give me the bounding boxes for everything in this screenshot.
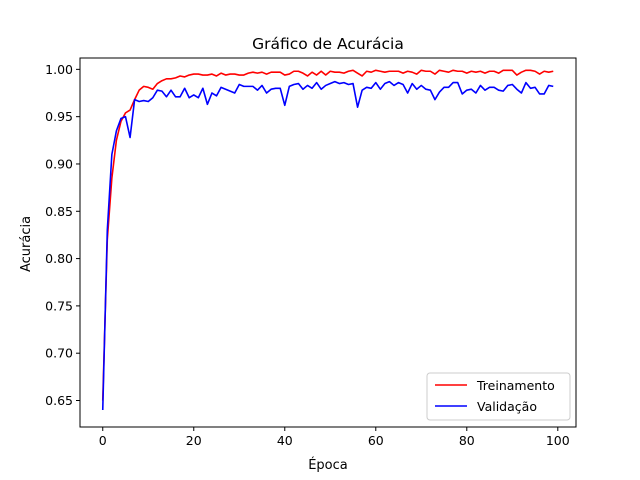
y-axis-label: Acurácia bbox=[19, 216, 34, 272]
x-tick-label: 60 bbox=[368, 433, 384, 448]
x-tick-label: 20 bbox=[186, 433, 202, 448]
legend: Treinamento Validação bbox=[426, 372, 571, 421]
plot-frame bbox=[79, 57, 577, 428]
axes bbox=[79, 57, 577, 428]
x-tick-label: 40 bbox=[277, 433, 293, 448]
y-tick-label: 0.70 bbox=[45, 346, 73, 361]
y-tick-label: 0.80 bbox=[45, 251, 73, 266]
y-tick-label: 0.75 bbox=[45, 298, 73, 313]
x-tick-label: 100 bbox=[546, 433, 570, 448]
y-tick-label: 0.65 bbox=[45, 393, 73, 408]
y-tick-label: 0.85 bbox=[45, 204, 73, 219]
y-tick-label: 0.95 bbox=[45, 109, 73, 124]
x-tick-label: 80 bbox=[459, 433, 475, 448]
x-axis-label: Época bbox=[308, 457, 348, 473]
series-line-treinamento bbox=[101, 69, 554, 401]
series-line-validacao bbox=[101, 80, 554, 410]
y-tick-label: 1.00 bbox=[45, 62, 73, 77]
plot-lines bbox=[101, 69, 554, 410]
ticks: 0 20 40 60 80 100 0.65 0.70 0.75 0.80 0.85 0.90 0.95… bbox=[45, 62, 570, 448]
y-tick-label: 0.90 bbox=[45, 156, 73, 171]
legend-label-validacao: Validação bbox=[477, 399, 537, 414]
legend-label-treinamento: Treinamento bbox=[476, 378, 555, 393]
chart-title: Gráfico de Acurácia bbox=[252, 35, 404, 53]
x-tick-label: 0 bbox=[99, 433, 107, 448]
